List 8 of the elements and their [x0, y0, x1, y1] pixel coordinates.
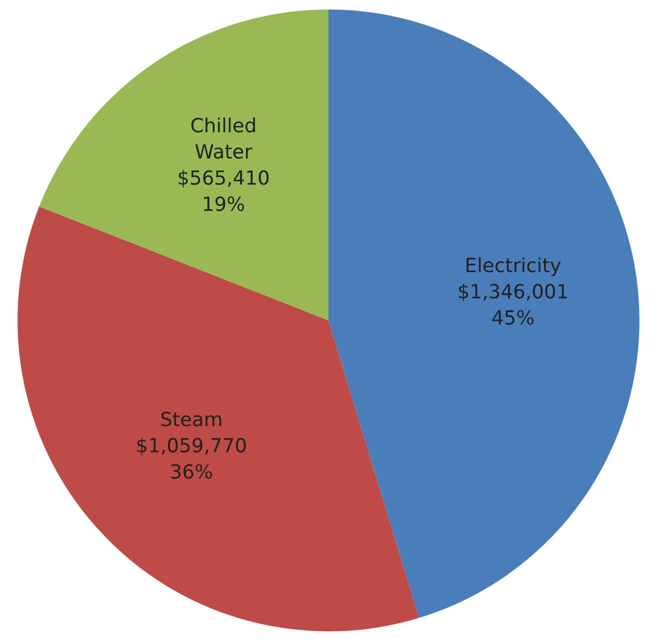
data-label: $1,059,770 36%	[137, 438, 246, 479]
pie-slice	[39, 9, 328, 320]
slice-label: Steam	[161, 412, 222, 426]
data-label: $1,346,001 45%	[458, 284, 567, 325]
data-label: $565,410 19%	[178, 170, 269, 212]
slice-label: Electricity	[466, 257, 561, 276]
slice-label: Chilled Water	[191, 117, 255, 159]
pie-slice	[328, 9, 640, 618]
